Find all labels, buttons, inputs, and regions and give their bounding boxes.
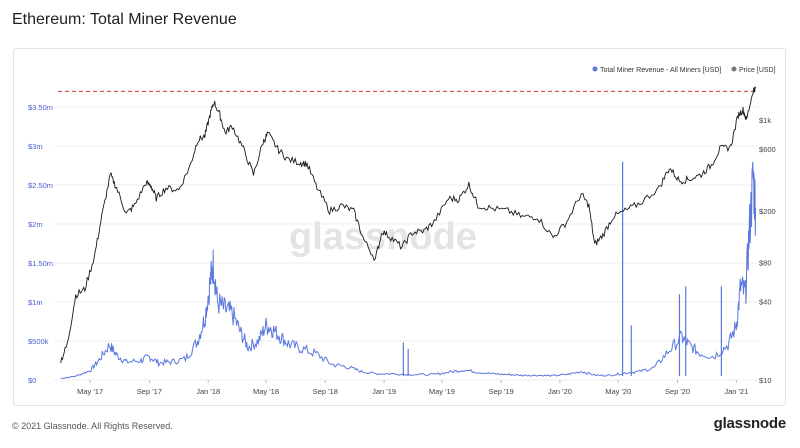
- legend-revenue-label: Total Miner Revenue - All Miners [USD]: [600, 67, 721, 74]
- x-tick-label: May '17: [77, 387, 103, 396]
- x-tick-label: Jan '20: [548, 387, 572, 396]
- chart-frame: glassnode $0 $500k $1m $1.50m $2m $2.50m $3m $3.…: [13, 48, 786, 406]
- y-right-tick-label: $10: [759, 376, 772, 385]
- y-right-tick-label: $80: [759, 259, 772, 268]
- price-series-line: [60, 86, 757, 364]
- legend-price-label: Price [USD]: [739, 67, 776, 74]
- glassnode-logo: glassnode: [713, 415, 787, 432]
- y-right-tick-label: $200: [759, 207, 776, 216]
- x-tick-label: Jan '21: [724, 387, 748, 396]
- y-left-tick-label: $2m: [28, 220, 43, 229]
- x-tick-label: May '19: [429, 387, 455, 396]
- miner-revenue-chart: glassnode $0 $500k $1m $1.50m $2m $2.50m $3m $3.…: [28, 66, 776, 396]
- x-tick-label: May '20: [605, 387, 631, 396]
- x-tick-label: Jan '19: [372, 387, 396, 396]
- y-left-tick-label: $2.50m: [28, 181, 53, 190]
- y-left-tick-label: $3m: [28, 142, 43, 151]
- y-left-tick-label: $1m: [28, 298, 43, 307]
- y-left-tick-label: $0: [28, 376, 36, 385]
- x-tick-label: Sep '18: [313, 387, 338, 396]
- x-tick-label: Sep '20: [665, 387, 690, 396]
- page-title: Ethereum: Total Miner Revenue: [12, 11, 237, 28]
- x-tick-label: Jan '18: [196, 387, 220, 396]
- x-tick-label: Sep '17: [137, 387, 162, 396]
- y-left-tick-label: $3.50m: [28, 103, 53, 112]
- y-right-tick-label: $40: [759, 298, 772, 307]
- copyright-text: © 2021 Glassnode. All Rights Reserved.: [12, 421, 173, 431]
- y-left-tick-label: $500k: [28, 337, 49, 346]
- y-right-tick-label: $1k: [759, 116, 771, 125]
- legend-price-marker: [731, 66, 737, 72]
- legend-revenue-marker: [592, 66, 598, 72]
- y-right-tick-label: $600: [759, 145, 776, 154]
- x-tick-label: May '18: [253, 387, 279, 396]
- x-tick-label: Sep '19: [489, 387, 514, 396]
- revenue-series-line: [60, 161, 757, 379]
- y-left-tick-label: $1.50m: [28, 259, 53, 268]
- watermark-text: glassnode: [289, 216, 477, 258]
